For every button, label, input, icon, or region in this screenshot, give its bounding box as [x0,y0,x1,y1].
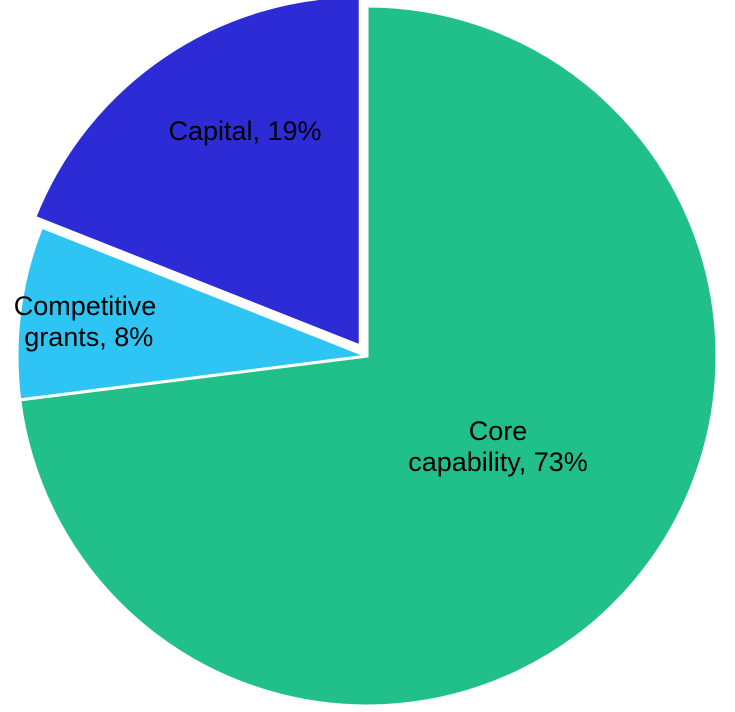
pie-chart: Corecapability, 73%Competitive grants, 8… [0,0,735,712]
slice-label: Capital, 19% [168,116,321,146]
pie-slices [17,0,717,706]
slice-label: Competitive grants, 8% [14,291,157,352]
